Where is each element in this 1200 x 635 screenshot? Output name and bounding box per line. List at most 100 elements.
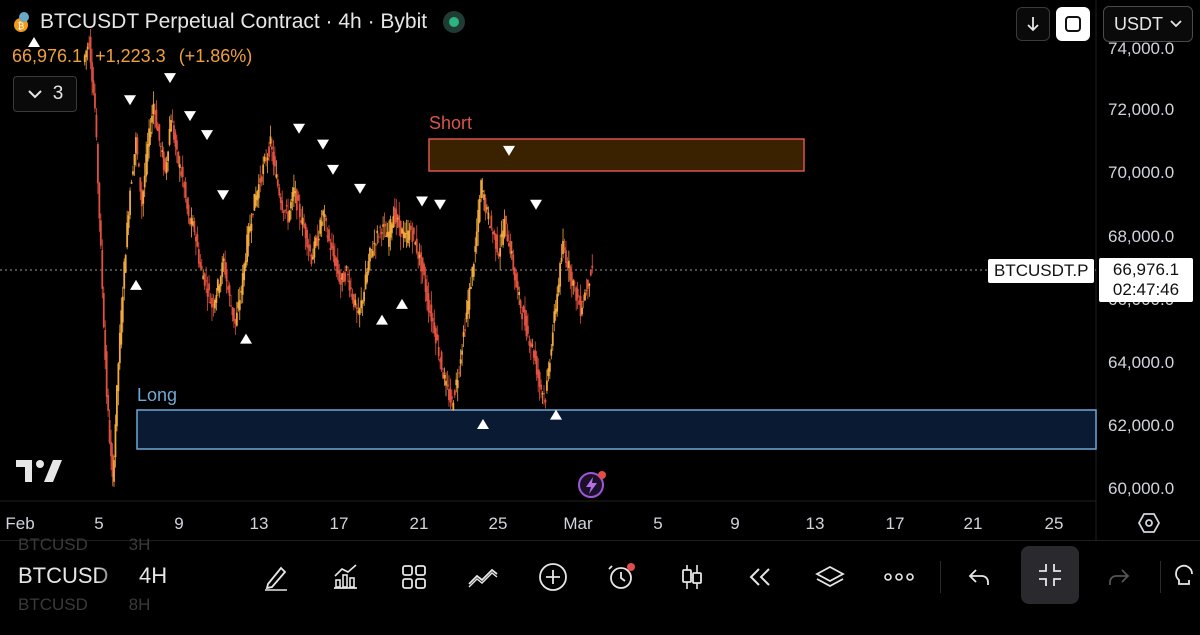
candle-body xyxy=(326,235,329,238)
compare-lines-icon xyxy=(468,568,498,588)
replay-button[interactable] xyxy=(739,555,783,599)
price-axis-label: 64,000.0 xyxy=(1108,353,1175,372)
candle-body xyxy=(118,332,121,364)
fullscreen-button[interactable] xyxy=(1056,7,1090,41)
axis-settings-icon[interactable] xyxy=(1137,511,1161,535)
candle-body xyxy=(140,189,143,207)
candle-body xyxy=(319,219,322,234)
collapse-icon xyxy=(1039,564,1061,586)
candle-body xyxy=(154,110,156,115)
candle-body xyxy=(423,264,425,276)
currency-select[interactable]: USDT xyxy=(1103,6,1193,42)
more-button[interactable] xyxy=(877,555,921,599)
candle-body xyxy=(550,349,553,356)
ghost-symbol: BTCUSD xyxy=(18,595,88,614)
candle-body xyxy=(221,262,224,277)
candle-body xyxy=(102,293,105,328)
undo-button[interactable] xyxy=(957,555,1001,599)
interval-picker[interactable]: 4H xyxy=(139,563,168,588)
plus-circle-icon xyxy=(539,563,567,591)
market-status-icon xyxy=(443,11,466,33)
candle-body xyxy=(178,164,181,169)
candle-body xyxy=(271,146,273,150)
candle-body xyxy=(348,280,351,291)
candle-body xyxy=(430,304,433,322)
candlestick-chart[interactable] xyxy=(0,0,1200,540)
exit-fullscreen-button[interactable] xyxy=(1021,546,1079,604)
symbol-picker[interactable]: BTCUSD xyxy=(18,563,109,588)
redo-button[interactable] xyxy=(1097,555,1141,599)
indicators-button[interactable] xyxy=(323,555,367,599)
candle-body xyxy=(175,140,178,150)
candle-body xyxy=(238,300,241,311)
candle-body xyxy=(253,193,256,211)
candle-body xyxy=(225,268,228,282)
fullscreen-icon xyxy=(1065,16,1081,32)
candle-body xyxy=(174,132,177,147)
candle-body xyxy=(509,240,512,255)
candle-body xyxy=(488,226,491,229)
candle-body xyxy=(162,151,165,170)
flash-alert-icon[interactable] xyxy=(576,468,608,500)
candle-body xyxy=(426,286,428,301)
candle-body xyxy=(453,390,456,396)
candle-body xyxy=(386,232,389,237)
candle-body xyxy=(313,241,316,258)
candle-body xyxy=(193,221,196,232)
candle-body xyxy=(86,46,89,50)
candle-body xyxy=(582,300,585,302)
candle-body xyxy=(107,395,110,411)
candle-body xyxy=(120,310,123,345)
object-tree-button[interactable] xyxy=(808,555,852,599)
swing-high-marker xyxy=(184,111,196,122)
candle-body xyxy=(116,385,118,427)
candle-body xyxy=(275,174,278,178)
chart-type-button[interactable] xyxy=(670,555,714,599)
candle-body xyxy=(222,258,225,262)
candle-body xyxy=(235,312,238,326)
chart-title-bar: ₿ BTCUSDT Perpetual Contract · 4h · Bybi… xyxy=(10,10,466,34)
swing-high-marker xyxy=(217,190,229,201)
candle-body xyxy=(146,144,149,162)
candle-body xyxy=(297,195,300,201)
candle-body xyxy=(224,261,227,275)
candle-body xyxy=(96,144,99,184)
candle-body xyxy=(525,316,528,337)
download-button[interactable] xyxy=(1016,7,1050,41)
candle-body xyxy=(567,260,570,268)
layouts-button[interactable] xyxy=(392,555,436,599)
candle-body xyxy=(369,247,371,262)
drawing-tools-button[interactable] xyxy=(254,555,298,599)
compare-button[interactable] xyxy=(461,555,505,599)
candle-body xyxy=(145,154,148,177)
candle-body xyxy=(537,369,540,379)
candle-body xyxy=(434,327,437,344)
candle-body xyxy=(189,218,191,225)
candle-body xyxy=(126,222,129,248)
candle-body xyxy=(254,195,257,207)
price-change: +1,223.3 xyxy=(95,46,166,66)
chart-area[interactable]: ₿ BTCUSDT Perpetual Contract · 4h · Bybi… xyxy=(0,0,1200,540)
candle-body xyxy=(95,114,98,138)
candle-body xyxy=(358,308,361,315)
chevron-down-icon xyxy=(27,90,42,99)
candle-body xyxy=(237,302,240,309)
alerts-button[interactable] xyxy=(600,555,644,599)
candle-body xyxy=(528,340,531,346)
tips-button[interactable] xyxy=(1170,555,1200,599)
candle-body xyxy=(127,215,130,229)
candle-body xyxy=(143,175,146,188)
candle-body xyxy=(276,179,279,187)
candle-body xyxy=(233,308,235,321)
candle-body xyxy=(85,50,88,58)
candle-body xyxy=(417,251,420,259)
candle-body xyxy=(250,223,253,231)
add-button[interactable] xyxy=(531,555,575,599)
candle-body xyxy=(151,115,153,123)
candle-body xyxy=(288,210,291,221)
candle-body xyxy=(431,318,434,322)
swing-low-marker xyxy=(376,314,388,325)
candle-body xyxy=(429,311,431,313)
indicators-toggle-button[interactable]: 3 xyxy=(13,76,77,112)
candle-body xyxy=(510,251,513,254)
